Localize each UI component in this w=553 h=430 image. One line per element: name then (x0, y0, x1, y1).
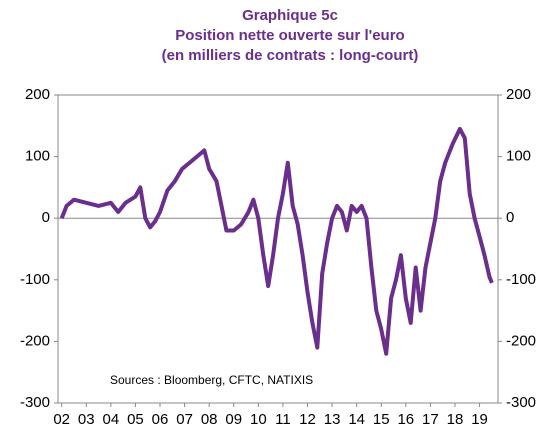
plot-frame (57, 94, 499, 404)
y2-tick-label: 0 (506, 209, 514, 226)
x-tick-label: 13 (324, 411, 341, 428)
x-tick-label: 11 (275, 411, 291, 428)
y2-tick-label: 100 (506, 148, 531, 165)
x-tick-label: 10 (250, 411, 267, 428)
x-tick-label: 19 (471, 411, 488, 428)
y2-tick-label: 200 (506, 86, 531, 103)
y-tick-label: -300 (20, 394, 50, 411)
x-tick-label: 17 (422, 411, 439, 428)
source-note: Sources : Bloomberg, CFTC, NATIXIS (110, 373, 313, 387)
y2-tick-label: -300 (506, 394, 536, 411)
x-tick-label: 14 (348, 411, 365, 428)
y2-tick-label: -100 (506, 271, 536, 288)
x-tick-label: 12 (299, 411, 316, 428)
chart-title: Graphique 5c (242, 7, 338, 24)
x-tick-label: 02 (53, 411, 70, 428)
x-tick-label: 05 (127, 411, 144, 428)
x-tick-label: 06 (152, 411, 169, 428)
x-tick-label: 09 (225, 411, 242, 428)
x-tick-label: 16 (397, 411, 414, 428)
chart-title: (en milliers de contrats : long-court) (162, 47, 419, 64)
y-tick-label: 0 (42, 209, 50, 226)
x-tick-label: 18 (447, 411, 464, 428)
data-line (59, 126, 494, 356)
chart-title: Position nette ouverte sur l'euro (175, 27, 404, 44)
y-tick-label: -100 (20, 271, 50, 288)
y-tick-label: -200 (20, 332, 50, 349)
x-tick-label: 15 (373, 411, 390, 428)
x-tick-label: 07 (176, 411, 193, 428)
y2-tick-label: -200 (506, 332, 536, 349)
y-tick-label: 100 (25, 148, 50, 165)
x-tick-label: 08 (201, 411, 218, 428)
y-tick-label: 200 (25, 86, 50, 103)
x-tick-label: 03 (78, 411, 95, 428)
x-tick-label: 04 (103, 411, 120, 428)
